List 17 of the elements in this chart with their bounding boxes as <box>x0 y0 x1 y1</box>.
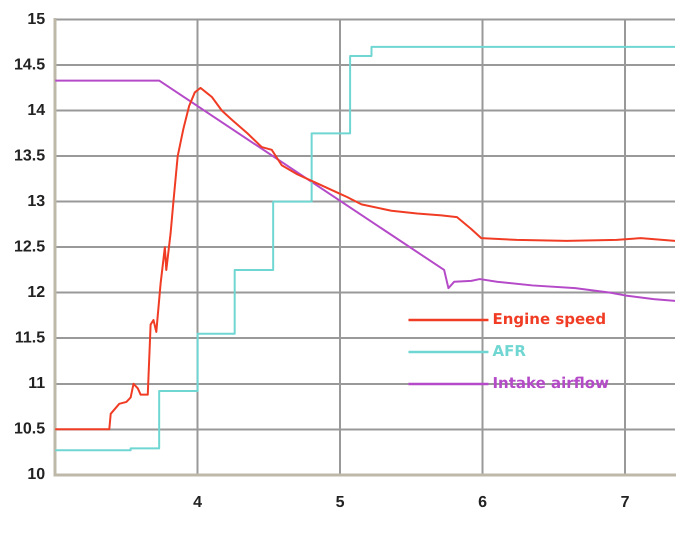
y-tick-label: 11.5 <box>14 330 46 347</box>
y-tick-label: 15 <box>27 11 46 28</box>
text: Engine speed <box>492 310 606 328</box>
x-tick-label: 4 <box>193 494 202 511</box>
y-tick-label: 13.5 <box>14 148 46 165</box>
y-tick-label: 14.5 <box>14 56 46 74</box>
y-tick-label: 14 <box>27 102 46 120</box>
y-tick-label: 10 <box>27 466 46 484</box>
x-tick-label: 7 <box>620 494 630 511</box>
y-tick-label: 10.5 <box>14 420 46 438</box>
y-tick-label: 12 <box>27 284 46 302</box>
x-tick-label: 6 <box>478 494 488 511</box>
y-tick-label: 11 <box>28 375 46 392</box>
text: AFR <box>492 342 526 360</box>
y-tick-label: 12.5 <box>14 238 46 256</box>
y-tick-label: 13 <box>27 193 46 210</box>
x-tick-label: 5 <box>336 494 345 511</box>
